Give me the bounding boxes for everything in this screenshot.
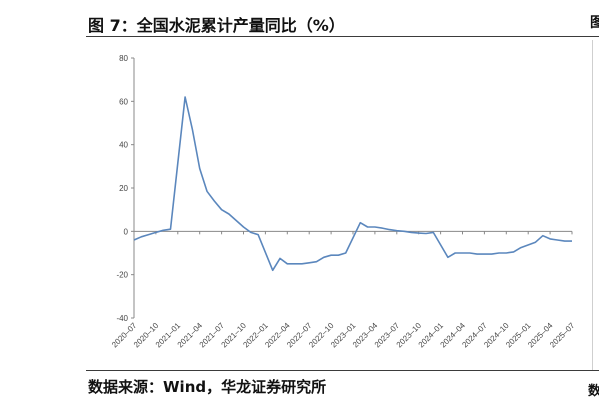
next-column-glyph: 图 [590, 15, 599, 31]
y-tick-label: 60 [119, 97, 128, 106]
source-divider [86, 370, 599, 371]
y-tick-label: 20 [119, 184, 128, 193]
y-tick-label: 80 [119, 54, 128, 63]
title-divider [86, 36, 599, 37]
figure-title: 图 7：全国水泥累计产量同比（%） [88, 16, 345, 35]
chart-right-border [592, 40, 593, 370]
x-tick-label: 2025–07 [548, 321, 577, 350]
y-tick-label: 40 [119, 141, 128, 150]
y-tick-label: 0 [124, 227, 129, 236]
next-column-source-glyph: 数 [588, 384, 599, 399]
y-axis: -40 -20 0 20 40 60 80 [116, 54, 135, 323]
source-note: 数据来源：Wind，华龙证券研究所 [88, 378, 327, 396]
y-tick-label: -40 [116, 314, 128, 323]
plot-area [133, 96, 572, 272]
y-tick-label: -20 [116, 271, 128, 280]
x-axis: 2020–072020–102021–012021–042021–072021–… [110, 230, 577, 350]
series-line [133, 96, 572, 272]
